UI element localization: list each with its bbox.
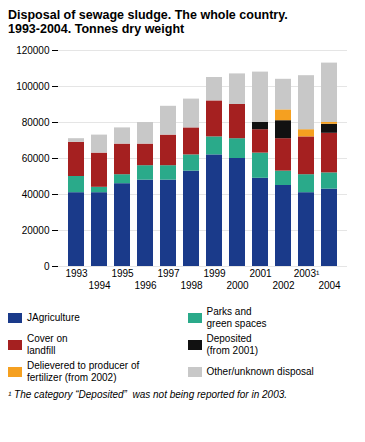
html-text:Deposited (from 2001): Deposited (from 2001) (206, 333, 259, 356)
svg-text:1997: 1997 (157, 268, 180, 279)
svg-text:40000: 40000 (22, 189, 50, 200)
html-text:¹ The category “Deposited” was: ¹ The category “Deposited” was not being… (8, 389, 287, 400)
svg-text:2003¹: 2003¹ (294, 268, 320, 279)
html-text:JAgriculture: JAgriculture (27, 311, 80, 323)
html-text:Delievered to producer of fert: Delievered to producer of fertilizer (fr… (27, 360, 140, 383)
svg-text:60000: 60000 (22, 153, 50, 164)
svg-text:120000: 120000 (16, 45, 50, 56)
svg-text:2001: 2001 (249, 268, 272, 279)
svg-text:80000: 80000 (22, 117, 50, 128)
svg-text:2004: 2004 (318, 280, 341, 291)
svg-text:20000: 20000 (22, 225, 50, 236)
html-text:Other/unknown disposal: Other/unknown disposal (206, 365, 314, 377)
svg-text:1994: 1994 (88, 280, 111, 291)
svg-text:1996: 1996 (134, 280, 157, 291)
svg-text:1999: 1999 (203, 268, 226, 279)
html-text:Parks and green spaces: Parks and green spaces (206, 306, 267, 329)
svg-text:2002: 2002 (272, 280, 295, 291)
svg-text:1993: 1993 (65, 268, 88, 279)
svg-text:1998: 1998 (180, 280, 203, 291)
svg-text:1995: 1995 (111, 268, 134, 279)
svg-text:2000: 2000 (226, 280, 249, 291)
html-text:Cover on landfill: Cover on landfill (27, 333, 68, 356)
svg-text:0: 0 (44, 261, 50, 272)
html-text:Disposal of sewage sludge. The: Disposal of sewage sludge. The whole cou… (8, 8, 288, 36)
svg-text:100000: 100000 (16, 81, 50, 92)
